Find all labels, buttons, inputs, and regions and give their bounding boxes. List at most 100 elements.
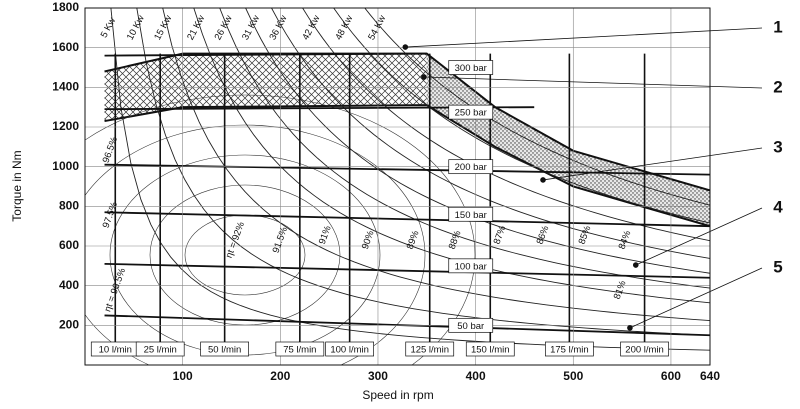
efficiency-contour xyxy=(85,124,426,365)
callout-dot xyxy=(540,177,546,183)
envelope-dotted xyxy=(426,53,710,227)
pressure-label-box xyxy=(448,60,494,75)
pressure-label-box xyxy=(448,258,494,274)
y-tick-label: 800 xyxy=(59,199,79,213)
efficiency-label: 85% xyxy=(577,224,594,246)
efficiency-label: 90% xyxy=(360,229,377,251)
callout-label: 2 xyxy=(773,77,782,96)
efficiency-label: 88% xyxy=(447,229,464,251)
power-label: 48 Kw xyxy=(333,13,355,42)
efficiency-label: 87% xyxy=(492,224,509,246)
flow-label-box xyxy=(325,341,374,357)
efficiency-contour xyxy=(85,94,476,365)
pressure-line xyxy=(104,163,710,176)
power-curve xyxy=(364,8,710,206)
power-label: 26 Kw xyxy=(213,13,235,42)
power-label: 5 Kw xyxy=(99,16,119,40)
callout-leader xyxy=(405,27,763,48)
power-label: 10 Kw xyxy=(125,13,147,42)
callout-label: 1 xyxy=(773,17,782,36)
x-tick-label: 100 xyxy=(173,369,193,383)
x-tick-label: 500 xyxy=(563,369,583,383)
pressure-line xyxy=(104,262,710,279)
efficiency-label: 96.5% xyxy=(101,135,121,165)
power-curve xyxy=(136,8,710,336)
callout-dot xyxy=(402,44,409,50)
callout-label: 3 xyxy=(773,137,782,156)
x-tick-label: 600 xyxy=(661,369,681,383)
flow-label-box xyxy=(135,341,185,357)
efficiency-contour xyxy=(149,184,341,326)
callout-label: 4 xyxy=(773,197,783,216)
x-axis-label: Speed in rpm xyxy=(362,388,433,402)
power-label: 31 Kw xyxy=(240,13,262,42)
callout-leader xyxy=(423,76,763,89)
flow-label-box xyxy=(620,341,669,357)
pressure-label: 50 bar xyxy=(457,321,484,332)
y-tick-label: 1400 xyxy=(52,80,79,94)
flow-label-box xyxy=(275,341,325,357)
flow-label-box xyxy=(405,341,455,357)
x-tick-label: 400 xyxy=(466,369,486,383)
pressure-label-box xyxy=(448,206,494,222)
callout-dot xyxy=(627,325,633,331)
flow-label: 75 l/min xyxy=(283,345,316,356)
power-curve xyxy=(302,8,710,242)
y-tick-label: 600 xyxy=(59,238,79,252)
flow-label: 50 l/min xyxy=(208,345,241,356)
flow-label: 175 l/min xyxy=(550,345,589,356)
x-tick-label: 640 xyxy=(700,369,720,383)
power-curve xyxy=(110,8,710,351)
efficiency-label: 84% xyxy=(617,229,634,251)
callout-dot xyxy=(632,262,639,268)
flow-label: 25 l/min xyxy=(144,345,177,356)
y-tick-label: 1000 xyxy=(52,159,79,173)
callout-leader xyxy=(542,147,763,181)
pressure-line xyxy=(104,52,427,57)
callout-leader xyxy=(635,207,763,266)
pressure-label: 100 bar xyxy=(455,261,487,272)
callout-dot xyxy=(421,74,427,80)
flow-label-box xyxy=(200,341,249,357)
power-label: 54 Kw xyxy=(366,13,388,42)
y-tick-label: 1200 xyxy=(52,119,79,133)
pressure-label: 150 bar xyxy=(455,210,487,221)
pressure-line xyxy=(104,211,710,228)
efficiency-label: 91.5% xyxy=(271,225,291,255)
pressure-label: 300 bar xyxy=(455,63,487,74)
efficiency-label: 86% xyxy=(535,224,552,246)
pressure-label: 200 bar xyxy=(455,162,487,173)
efficiency-label: ηt = 92% xyxy=(224,220,247,260)
power-curve xyxy=(333,8,710,224)
x-tick-label: 300 xyxy=(368,369,388,383)
y-tick-label: 400 xyxy=(59,278,79,292)
plot-clip xyxy=(85,8,710,365)
plot-frame xyxy=(84,7,711,366)
pressure-label: 250 bar xyxy=(455,108,487,119)
efficiency-label: 97.5% xyxy=(101,200,121,230)
x-tick-label: 200 xyxy=(270,369,290,383)
flow-label: 100 l/min xyxy=(330,345,369,356)
flow-label: 150 l/min xyxy=(471,345,510,356)
flow-label: 10 l/min xyxy=(99,345,132,356)
power-curve xyxy=(162,8,710,322)
flow-label: 200 l/min xyxy=(625,345,664,356)
y-tick-label: 1600 xyxy=(52,40,79,54)
callout-label: 5 xyxy=(773,257,782,276)
flow-label-box xyxy=(465,341,515,357)
pressure-label-box xyxy=(448,159,494,175)
envelope-edge xyxy=(104,52,710,192)
power-label: 36 Kw xyxy=(267,13,289,42)
pressure-label-box xyxy=(448,317,494,333)
power-label: 42 Kw xyxy=(300,13,322,42)
y-tick-label: 1800 xyxy=(52,0,79,14)
callout-leader xyxy=(629,267,763,329)
flow-label-box xyxy=(545,341,594,357)
power-label: 15 Kw xyxy=(152,13,174,42)
flow-label: 125 l/min xyxy=(410,345,449,356)
y-axis-label: Torque in Nm xyxy=(10,150,24,221)
y-tick-label: 200 xyxy=(59,318,79,332)
pressure-label-box xyxy=(448,104,494,120)
efficiency-label: 91% xyxy=(317,224,334,246)
